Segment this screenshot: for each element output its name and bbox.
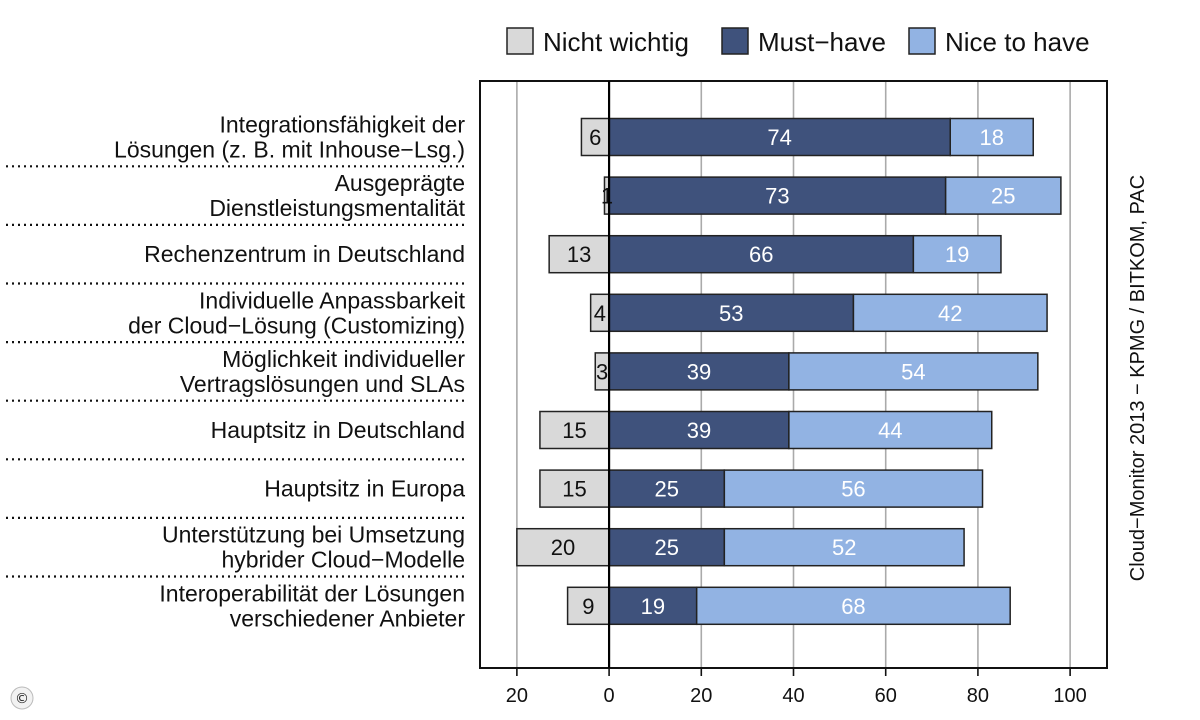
value-label-nicht-wichtig-6: 15 — [562, 477, 586, 502]
x-tick-label-5: 80 — [967, 685, 989, 707]
value-label-must-have-7: 25 — [654, 535, 678, 560]
category-label-3: Individuelle Anpassbarkeit der Cloud−Lösu… — [128, 287, 465, 338]
category-label-line: Individuelle Anpassbarkeit — [199, 287, 466, 313]
value-label-nice-to-have-3: 42 — [938, 301, 962, 326]
category-label-5: Hauptsitz in Deutschland — [211, 417, 465, 443]
value-label-nice-to-have-0: 18 — [980, 125, 1004, 150]
value-label-nicht-wichtig-2: 13 — [567, 242, 591, 267]
category-label-line: Unterstützung bei Umsetzung — [162, 522, 465, 548]
value-label-must-have-2: 66 — [749, 242, 773, 267]
category-label-line: Vertragslösungen und SLAs — [180, 371, 465, 397]
value-label-must-have-3: 53 — [719, 301, 743, 326]
value-label-must-have-8: 19 — [641, 594, 665, 619]
bar-nice-to-have-4 — [788, 352, 1039, 391]
bar-nicht-wichtig-7 — [516, 527, 610, 567]
x-tick-label-2: 20 — [690, 685, 712, 707]
bar-must-have-3 — [608, 293, 855, 333]
bar-nice-to-have-8 — [695, 586, 1011, 626]
category-label-line: Hauptsitz in Europa — [264, 476, 465, 502]
category-label-line: Lösungen (z. B. mit Inhouse−Lsg.) — [114, 137, 465, 163]
bar-nice-to-have-3 — [852, 293, 1048, 333]
category-label-4: Möglichkeit individueller Vertragslösunge… — [180, 346, 465, 397]
legend-label-0: Nicht wichtig — [543, 27, 689, 57]
copyright-mark: © — [15, 691, 29, 707]
value-labels: 6 74 18 1 73 25 13 66 19 4 53 42 3 39 54 15 39 44 15 25 56 20… — [551, 125, 1016, 619]
category-labels: Integrationsfähigkeit der Lösungen (z. B.… — [6, 112, 466, 631]
bar-nicht-wichtig-5 — [539, 410, 610, 450]
category-label-line: Ausgeprägte — [335, 170, 465, 196]
value-label-nicht-wichtig-3: 4 — [594, 301, 606, 326]
x-tick-label-4: 60 — [875, 685, 897, 707]
category-label-line: Hauptsitz in Deutschland — [211, 417, 465, 443]
legend-swatch-2 — [908, 27, 936, 55]
bar-nice-to-have-7 — [723, 527, 965, 567]
value-label-nice-to-have-6: 56 — [841, 477, 865, 502]
value-label-must-have-0: 74 — [767, 125, 791, 150]
value-label-nicht-wichtig-7: 20 — [551, 535, 575, 560]
value-label-must-have-6: 25 — [654, 477, 678, 502]
value-label-nice-to-have-1: 25 — [991, 184, 1015, 209]
bar-nice-to-have-6 — [723, 469, 984, 508]
value-label-nicht-wichtig-4: 3 — [596, 359, 608, 384]
value-label-nice-to-have-5: 44 — [878, 418, 902, 443]
x-tick-label-3: 40 — [782, 685, 804, 707]
value-label-must-have-4: 39 — [687, 359, 711, 384]
value-label-nicht-wichtig-8: 9 — [582, 594, 594, 619]
value-label-nice-to-have-7: 52 — [832, 535, 856, 560]
bar-must-have-1 — [608, 176, 947, 215]
value-label-must-have-1: 73 — [765, 184, 789, 209]
bar-nice-to-have-1 — [944, 176, 1062, 215]
source-note: Cloud−Monitor 2013 − KPMG / BITKOM, PAC — [1127, 175, 1149, 581]
legend-swatch-1 — [721, 27, 749, 55]
category-label-0: Integrationsfähigkeit der Lösungen (z. B.… — [114, 112, 465, 163]
category-label-2: Rechenzentrum in Deutschland — [144, 241, 465, 267]
category-label-1: Ausgeprägte Dienstleistungsmentalität — [209, 170, 465, 221]
bar-nicht-wichtig-6 — [539, 469, 610, 508]
copyright-badge — [10, 686, 34, 710]
legend-swatch-0 — [506, 27, 534, 55]
bar-nice-to-have-5 — [788, 410, 993, 450]
bar-nice-to-have-2 — [912, 234, 1002, 274]
bar-nice-to-have-0 — [949, 117, 1034, 157]
category-label-line: Dienstleistungsmentalität — [209, 195, 465, 221]
category-label-line: Rechenzentrum in Deutschland — [144, 241, 465, 267]
legend-label-2: Nice to have — [945, 27, 1090, 57]
category-label-line: verschiedener Anbieter — [230, 605, 466, 631]
bar-nicht-wichtig-0 — [580, 117, 610, 157]
bar-must-have-7 — [608, 527, 726, 567]
x-tick-label-1: 0 — [604, 685, 615, 707]
x-tick-label-6: 100 — [1053, 685, 1086, 707]
value-label-must-have-5: 39 — [687, 418, 711, 443]
category-label-line: Integrationsfähigkeit der — [220, 112, 466, 138]
category-label-line: Interoperabilität der Lösungen — [159, 580, 465, 606]
category-label-6: Hauptsitz in Europa — [264, 476, 465, 502]
category-label-line: Möglichkeit individueller — [222, 346, 465, 372]
category-label-line: hybrider Cloud−Modelle — [221, 547, 465, 573]
bar-must-have-2 — [608, 234, 915, 274]
value-label-nice-to-have-2: 19 — [945, 242, 969, 267]
legend-label-1: Must−have — [758, 27, 886, 57]
value-label-nicht-wichtig-1: 1 — [601, 184, 613, 209]
value-label-nicht-wichtig-5: 15 — [562, 418, 586, 443]
bar-nicht-wichtig-8 — [566, 586, 610, 626]
x-axis: 20 0 20 40 60 80 100 — [479, 80, 1108, 707]
bars — [516, 117, 1062, 626]
bar-must-have-5 — [608, 410, 790, 450]
bar-nicht-wichtig-2 — [548, 234, 610, 274]
value-label-nice-to-have-8: 68 — [841, 594, 865, 619]
category-label-line: der Cloud−Lösung (Customizing) — [128, 312, 465, 338]
bar-must-have-6 — [608, 469, 726, 508]
category-label-8: Interoperabilität der Lösungen verschiede… — [159, 580, 465, 631]
x-tick-label-0: 20 — [506, 685, 528, 707]
category-label-7: Unterstützung bei Umsetzung hybrider Clou… — [162, 522, 465, 573]
legend: Nicht wichtig Must−have Nice to have — [506, 27, 1090, 57]
value-label-nicht-wichtig-0: 6 — [589, 125, 601, 150]
value-label-nice-to-have-4: 54 — [901, 359, 925, 384]
